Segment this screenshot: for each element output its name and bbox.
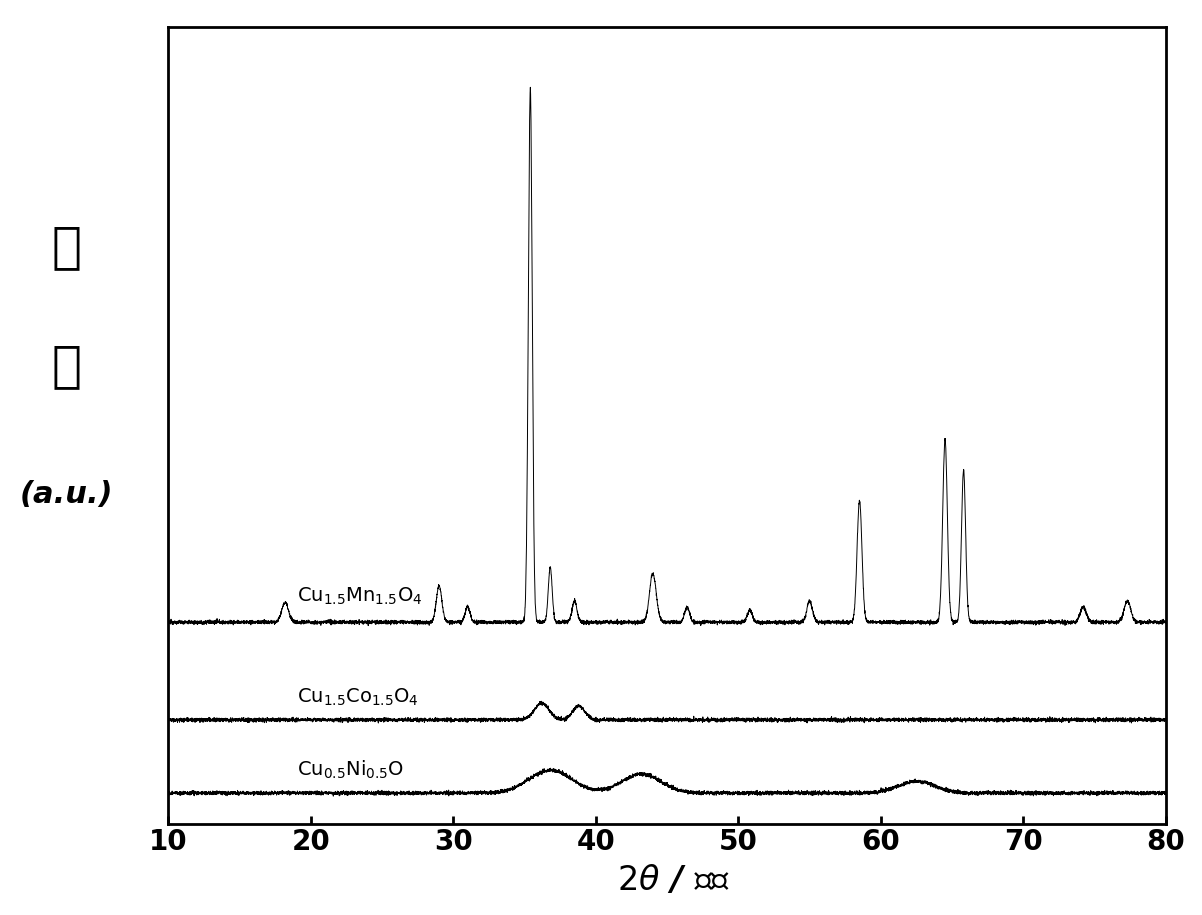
Text: Cu$_{1.5}$Co$_{1.5}$O$_4$: Cu$_{1.5}$Co$_{1.5}$O$_4$	[297, 686, 418, 707]
Text: Cu$_{1.5}$Mn$_{1.5}$O$_4$: Cu$_{1.5}$Mn$_{1.5}$O$_4$	[297, 586, 422, 607]
Text: 强: 强	[52, 223, 81, 271]
Text: 度: 度	[52, 342, 81, 390]
Text: Cu$_{0.5}$Ni$_{0.5}$O: Cu$_{0.5}$Ni$_{0.5}$O	[297, 759, 404, 780]
Text: (a.u.): (a.u.)	[19, 479, 113, 509]
Text: $2\theta$ / 角度: $2\theta$ / 角度	[617, 864, 730, 897]
